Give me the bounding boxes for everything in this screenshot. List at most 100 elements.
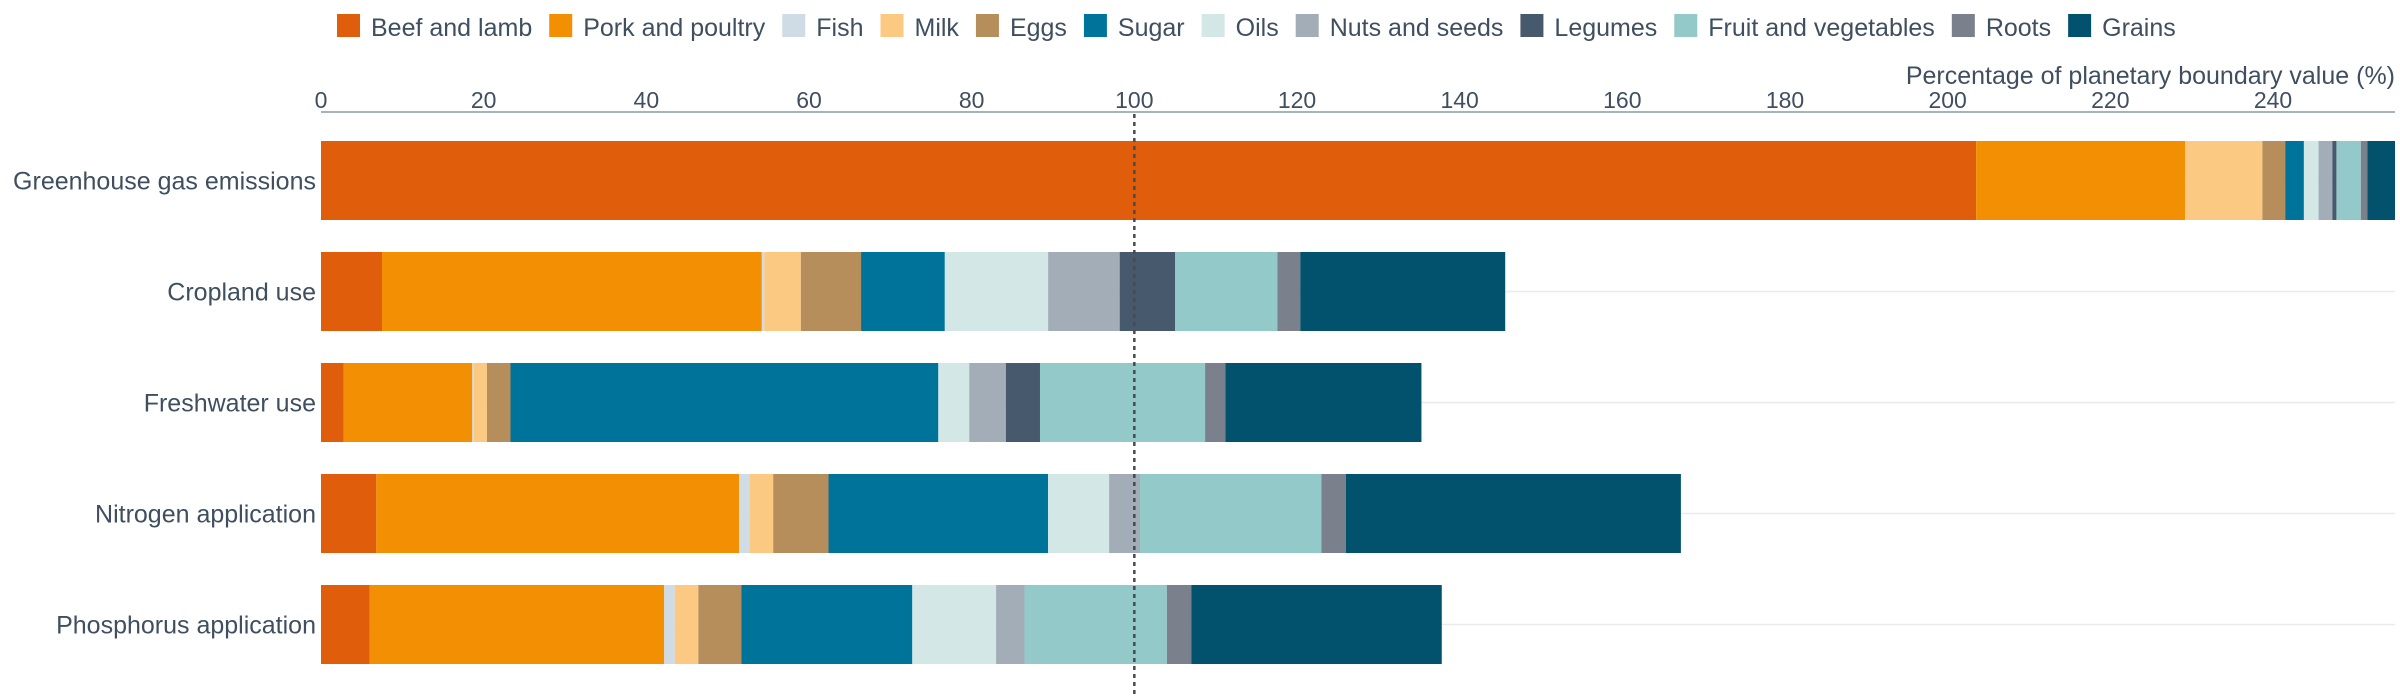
- legend-item-roots: Roots: [1951, 14, 2051, 42]
- bar-segment-grains: [1191, 585, 1442, 664]
- legend-label: Eggs: [1010, 14, 1067, 42]
- legend-item-pork-and-poultry: Pork and poultry: [549, 14, 766, 42]
- legend-item-fish: Fish: [782, 14, 864, 42]
- legend-swatch: [782, 14, 806, 37]
- bar-segment-oils: [1048, 474, 1110, 553]
- x-axis-title: Percentage of planetary boundary value (…: [1906, 62, 2395, 90]
- legend-label: Fruit and vegetables: [1708, 14, 1935, 42]
- bar-segment-milk: [749, 474, 774, 553]
- x-tick-label: 120: [1278, 87, 1316, 113]
- bar-segment-roots: [1277, 252, 1301, 331]
- bar-segment-eggs: [698, 585, 742, 664]
- legend-item-legumes: Legumes: [1520, 14, 1657, 42]
- bar-segment-grains: [2367, 141, 2395, 220]
- x-tick-label: 40: [634, 87, 660, 113]
- legend-label: Sugar: [1118, 14, 1185, 42]
- bar-segment-roots: [1321, 474, 1346, 553]
- legend: Beef and lamb Pork and poultry Fish Milk Egg…: [337, 14, 2176, 42]
- legend-swatch: [337, 14, 360, 37]
- legend-label: Grains: [2102, 14, 2176, 42]
- x-tick-label: 100: [1115, 87, 1153, 113]
- legend-swatch: [1295, 14, 1319, 37]
- legend-label: Oils: [1236, 14, 1279, 42]
- bar-segment-pork-and-poultry: [376, 474, 740, 553]
- bar-segment-beef-and-lamb: [321, 141, 1977, 220]
- bar-segment-beef-and-lamb: [321, 474, 377, 553]
- legend-swatch: [880, 14, 904, 37]
- x-tick-label: 160: [1603, 87, 1641, 113]
- bar-segment-sugar: [828, 474, 1049, 553]
- legend-swatch: [1674, 14, 1698, 37]
- bar-segment-fruit-and-vegetables: [1039, 363, 1206, 442]
- legend-swatch: [549, 14, 573, 37]
- bar-segment-fruit-and-vegetables: [1024, 585, 1167, 664]
- bar-segment-roots: [1166, 585, 1192, 664]
- bar-segment-eggs: [800, 252, 862, 331]
- legend-item-eggs: Eggs: [975, 14, 1067, 42]
- legend-label: Nuts and seeds: [1330, 14, 1504, 42]
- legend-label: Fish: [816, 14, 863, 42]
- x-tick-label: 0: [315, 87, 328, 113]
- bar-segment-nuts-and-seeds: [2318, 141, 2333, 220]
- bar-segment-fish: [739, 474, 750, 553]
- bar-segment-legumes: [2332, 141, 2337, 220]
- bar-segment-nuts-and-seeds: [1048, 252, 1120, 331]
- bar-segment-milk: [473, 363, 487, 442]
- legend-item-fruit-and-vegetables: Fruit and vegetables: [1674, 14, 1935, 42]
- legend-label: Roots: [1986, 14, 2051, 42]
- bar-segment-oils: [944, 252, 1049, 331]
- bar-segment-oils: [938, 363, 970, 442]
- x-tick-label: 220: [2091, 87, 2129, 113]
- bar-segment-legumes: [1005, 363, 1040, 442]
- bar-segment-eggs: [486, 363, 511, 442]
- bar-segment-fish: [761, 252, 765, 331]
- bar-segment-pork-and-poultry: [369, 585, 665, 664]
- bar-segment-grains: [1300, 252, 1506, 331]
- bar-segment-pork-and-poultry: [382, 252, 762, 331]
- category-label: Greenhouse gas emissions: [13, 168, 316, 196]
- bar-row-greenhouse-gas-emissions: [321, 141, 2395, 220]
- legend-label: Beef and lamb: [371, 14, 532, 42]
- bar-row-cropland-use: [321, 252, 1506, 331]
- legend-label: Milk: [915, 14, 960, 42]
- category-label: Nitrogen application: [95, 501, 316, 529]
- legend-swatch: [1951, 14, 1975, 37]
- bar-segment-eggs: [2262, 141, 2286, 220]
- x-tick-label: 60: [796, 87, 822, 113]
- bar-segment-roots: [2360, 141, 2368, 220]
- legend-item-nuts-and-seeds: Nuts and seeds: [1295, 14, 1504, 42]
- bar-segment-oils: [912, 585, 997, 664]
- bar-segment-sugar: [510, 363, 939, 442]
- legend-swatch: [1083, 14, 1107, 37]
- bar-segment-pork-and-poultry: [1976, 141, 2186, 220]
- bar-segment-grains: [1345, 474, 1681, 553]
- bars: [321, 141, 2395, 664]
- bar-segment-roots: [1205, 363, 1226, 442]
- legend-item-sugar: Sugar: [1083, 14, 1185, 42]
- legend-item-milk: Milk: [880, 14, 960, 42]
- legend-swatch: [1520, 14, 1544, 37]
- category-label: Freshwater use: [144, 390, 316, 418]
- x-tick-label: 180: [1766, 87, 1804, 113]
- x-tick-label: 20: [471, 87, 497, 113]
- bar-segment-fruit-and-vegetables: [2336, 141, 2361, 220]
- bar-segment-fish: [472, 363, 474, 442]
- x-tick-label: 80: [959, 87, 985, 113]
- legend-item-grains: Grains: [2068, 14, 2176, 42]
- x-tick-label: 140: [1440, 87, 1478, 113]
- legend-item-beef-and-lamb: Beef and lamb: [337, 14, 532, 42]
- bar-segment-beef-and-lamb: [321, 585, 370, 664]
- bar-segment-milk: [2185, 141, 2263, 220]
- legend-swatch: [2068, 14, 2092, 37]
- bar-segment-milk: [764, 252, 801, 331]
- category-label: Phosphorus application: [56, 612, 316, 640]
- bar-segment-nuts-and-seeds: [969, 363, 1006, 442]
- bar-row-freshwater-use: [321, 363, 1422, 442]
- bar-segment-grains: [1225, 363, 1422, 442]
- bar-row-nitrogen-application: [321, 474, 1681, 553]
- x-axis-ticks: 0 20 40 60 80 100 120 140 160 180 200 220 240: [315, 87, 2293, 113]
- bar-segment-oils: [2303, 141, 2319, 220]
- x-tick-label: 200: [1928, 87, 1966, 113]
- legend-swatch: [975, 14, 999, 37]
- bar-segment-sugar: [741, 585, 913, 664]
